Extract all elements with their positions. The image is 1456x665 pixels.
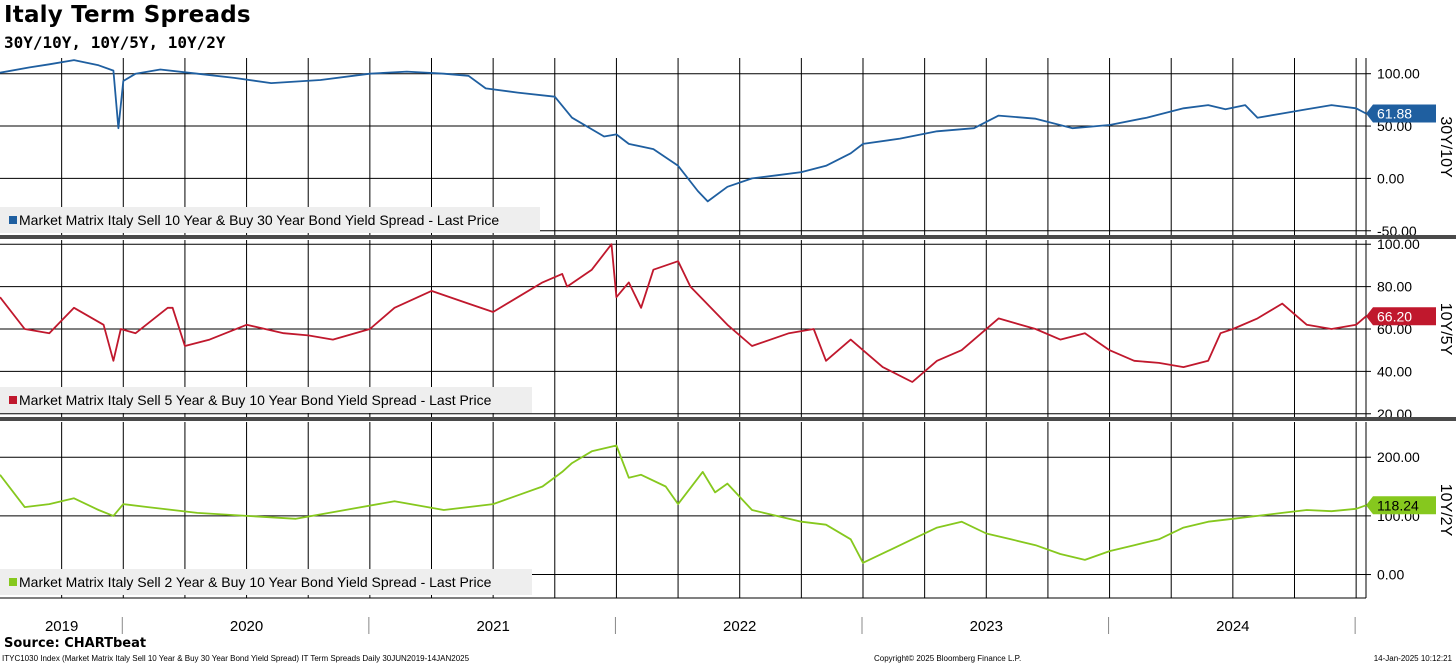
legend-swatch (9, 216, 17, 224)
legend-label: Market Matrix Italy Sell 2 Year & Buy 10… (19, 574, 492, 590)
legend-label: Market Matrix Italy Sell 5 Year & Buy 10… (19, 392, 492, 408)
panel-axis-label: 10Y/2Y (1437, 484, 1454, 537)
y-tick-label: -50.00 (1377, 223, 1417, 239)
panel-divider (0, 417, 1456, 421)
y-tick-label: 100.00 (1377, 66, 1420, 82)
x-year-label: 2022 (723, 618, 756, 635)
y-tick-label: 0.00 (1377, 170, 1404, 186)
legend-swatch (9, 396, 17, 404)
x-year-label: 2021 (476, 618, 509, 635)
last-value-tag (1366, 104, 1436, 123)
legend-label: Market Matrix Italy Sell 10 Year & Buy 3… (19, 212, 499, 228)
last-value-label: 118.24 (1377, 497, 1419, 513)
last-value-tag (1366, 307, 1436, 326)
last-value-label: 66.20 (1377, 308, 1412, 324)
series-line-10y-5y (0, 243, 1367, 383)
legend-box (0, 569, 532, 595)
x-year-label: 2019 (45, 618, 78, 635)
y-tick-label: 40.00 (1377, 363, 1412, 379)
x-year-label: 2023 (970, 618, 1003, 635)
panel-divider (0, 235, 1456, 239)
chart-subtitle: 30Y/10Y, 10Y/5Y, 10Y/2Y (4, 33, 226, 52)
series-line-30y-10y (0, 59, 1367, 203)
legend-box (0, 387, 532, 413)
legend-swatch (9, 578, 17, 586)
x-year-label: 2020 (230, 618, 263, 635)
footer-copyright: Copyright© 2025 Bloomberg Finance L.P. (874, 654, 1022, 663)
chart-title: Italy Term Spreads (4, 2, 251, 28)
y-tick-label: 0.00 (1377, 567, 1404, 583)
x-year-label: 2024 (1216, 618, 1249, 635)
chart-area: 100.0050.000.00-50.0061.8830Y/10YMarket … (0, 58, 1456, 635)
series-line-10y-2y (0, 444, 1367, 564)
y-tick-label: 100.00 (1377, 236, 1420, 252)
footer-index-description: ITYC1030 Index (Market Matrix Italy Sell… (2, 654, 470, 663)
panel-axis-label: 10Y/5Y (1437, 303, 1454, 356)
last-value-label: 61.88 (1377, 105, 1412, 121)
source-note: Source: CHARTbeat (4, 636, 147, 651)
legend-box (0, 207, 540, 233)
y-tick-label: 80.00 (1377, 279, 1412, 295)
footer-timestamp: 14-Jan-2025 10:12:21 (1373, 654, 1452, 663)
panel-axis-label: 30Y/10Y (1437, 116, 1454, 178)
y-tick-label: 200.00 (1377, 449, 1420, 465)
last-value-tag (1366, 496, 1436, 515)
